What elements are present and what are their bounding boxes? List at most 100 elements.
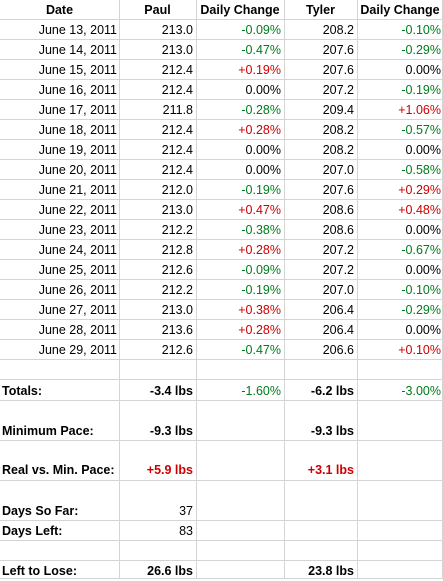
- real-vs-min-pace-label[interactable]: Real vs. Min. Pace:: [2, 463, 115, 477]
- days-so-far-value[interactable]: 37: [179, 504, 193, 518]
- tyler-change-cell[interactable]: 0.00%: [405, 63, 441, 77]
- paul-change-cell[interactable]: +0.19%: [238, 63, 281, 77]
- paul-weight-cell[interactable]: 212.2: [161, 283, 193, 297]
- paul-weight-cell[interactable]: 213.0: [161, 43, 193, 57]
- tyler-weight-cell[interactable]: 207.2: [322, 243, 354, 257]
- tyler-change-cell[interactable]: 0.00%: [405, 223, 441, 237]
- date-cell[interactable]: June 17, 2011: [38, 103, 117, 117]
- date-cell[interactable]: June 23, 2011: [38, 223, 117, 237]
- paul-weight-cell[interactable]: 213.0: [161, 303, 193, 317]
- paul-weight-cell[interactable]: 213.0: [161, 23, 193, 37]
- real-vs-min-pace-paul[interactable]: +5.9 lbs: [146, 463, 193, 477]
- date-cell[interactable]: June 25, 2011: [38, 263, 117, 277]
- minimum-pace-tyler[interactable]: -9.3 lbs: [310, 424, 354, 438]
- date-cell[interactable]: June 14, 2011: [38, 43, 117, 57]
- date-cell[interactable]: June 24, 2011: [38, 243, 117, 257]
- tyler-weight-cell[interactable]: 208.6: [322, 203, 354, 217]
- header-paul[interactable]: Paul: [144, 3, 171, 17]
- tyler-weight-cell[interactable]: 206.6: [322, 343, 354, 357]
- tyler-change-cell[interactable]: +1.06%: [398, 103, 441, 117]
- tyler-change-cell[interactable]: -0.29%: [401, 303, 441, 317]
- tyler-weight-cell[interactable]: 207.2: [322, 83, 354, 97]
- date-cell[interactable]: June 19, 2011: [38, 143, 117, 157]
- date-cell[interactable]: June 20, 2011: [38, 163, 117, 177]
- left-to-lose-paul[interactable]: 26.6 lbs: [147, 564, 193, 578]
- tyler-weight-cell[interactable]: 208.2: [322, 23, 354, 37]
- paul-weight-cell[interactable]: 212.4: [161, 163, 193, 177]
- days-so-far-label[interactable]: Days So Far:: [2, 504, 79, 518]
- tyler-weight-cell[interactable]: 208.2: [322, 123, 354, 137]
- tyler-change-cell[interactable]: -0.19%: [401, 83, 441, 97]
- header-tyler-daily-change[interactable]: Daily Change: [360, 3, 440, 17]
- left-to-lose-tyler[interactable]: 23.8 lbs: [308, 564, 354, 578]
- tyler-change-cell[interactable]: 0.00%: [405, 323, 441, 337]
- tyler-weight-cell[interactable]: 207.6: [322, 63, 354, 77]
- paul-change-cell[interactable]: +0.47%: [238, 203, 281, 217]
- paul-weight-cell[interactable]: 212.6: [161, 263, 193, 277]
- tyler-weight-cell[interactable]: 206.4: [322, 303, 354, 317]
- tyler-weight-cell[interactable]: 207.0: [322, 283, 354, 297]
- paul-weight-cell[interactable]: 212.0: [161, 183, 193, 197]
- days-left-label[interactable]: Days Left:: [2, 524, 63, 538]
- paul-change-cell[interactable]: 0.00%: [245, 83, 281, 97]
- paul-weight-cell[interactable]: 212.2: [161, 223, 193, 237]
- header-date[interactable]: Date: [45, 3, 74, 17]
- paul-change-cell[interactable]: +0.28%: [238, 123, 281, 137]
- totals-paul[interactable]: -3.4 lbs: [149, 384, 193, 398]
- tyler-change-cell[interactable]: 0.00%: [405, 143, 441, 157]
- minimum-pace-label[interactable]: Minimum Pace:: [2, 424, 94, 438]
- tyler-change-cell[interactable]: -0.57%: [401, 123, 441, 137]
- paul-weight-cell[interactable]: 212.4: [161, 123, 193, 137]
- real-vs-min-pace-tyler[interactable]: +3.1 lbs: [307, 463, 354, 477]
- paul-weight-cell[interactable]: 212.4: [161, 63, 193, 77]
- paul-weight-cell[interactable]: 211.8: [162, 103, 193, 117]
- date-cell[interactable]: June 13, 2011: [38, 23, 117, 37]
- date-cell[interactable]: June 22, 2011: [38, 203, 117, 217]
- tyler-change-cell[interactable]: -0.67%: [401, 243, 441, 257]
- paul-change-cell[interactable]: 0.00%: [245, 143, 281, 157]
- tyler-weight-cell[interactable]: 206.4: [322, 323, 354, 337]
- tyler-weight-cell[interactable]: 208.6: [322, 223, 354, 237]
- tyler-change-cell[interactable]: +0.10%: [398, 343, 441, 357]
- paul-change-cell[interactable]: +0.28%: [238, 323, 281, 337]
- tyler-weight-cell[interactable]: 207.6: [322, 43, 354, 57]
- paul-change-cell[interactable]: -0.47%: [241, 43, 281, 57]
- tyler-change-cell[interactable]: +0.48%: [398, 203, 441, 217]
- tyler-change-cell[interactable]: +0.29%: [398, 183, 441, 197]
- paul-change-cell[interactable]: -0.38%: [241, 223, 281, 237]
- tyler-change-cell[interactable]: -0.10%: [401, 23, 441, 37]
- tyler-change-cell[interactable]: -0.10%: [401, 283, 441, 297]
- paul-change-cell[interactable]: -0.19%: [241, 283, 281, 297]
- totals-paul-change[interactable]: -1.60%: [241, 384, 281, 398]
- paul-change-cell[interactable]: 0.00%: [245, 163, 281, 177]
- tyler-weight-cell[interactable]: 209.4: [322, 103, 354, 117]
- date-cell[interactable]: June 29, 2011: [38, 343, 117, 357]
- minimum-pace-paul[interactable]: -9.3 lbs: [149, 424, 193, 438]
- date-cell[interactable]: June 27, 2011: [38, 303, 117, 317]
- date-cell[interactable]: June 15, 2011: [38, 63, 117, 77]
- tyler-weight-cell[interactable]: 207.6: [322, 183, 354, 197]
- paul-change-cell[interactable]: -0.19%: [241, 183, 281, 197]
- paul-change-cell[interactable]: +0.38%: [238, 303, 281, 317]
- date-cell[interactable]: June 26, 2011: [38, 283, 117, 297]
- paul-change-cell[interactable]: -0.09%: [241, 23, 281, 37]
- tyler-change-cell[interactable]: -0.29%: [401, 43, 441, 57]
- tyler-weight-cell[interactable]: 208.2: [322, 143, 354, 157]
- date-cell[interactable]: June 18, 2011: [38, 123, 117, 137]
- paul-change-cell[interactable]: -0.09%: [241, 263, 281, 277]
- tyler-weight-cell[interactable]: 207.0: [322, 163, 354, 177]
- header-paul-daily-change[interactable]: Daily Change: [200, 3, 280, 17]
- header-tyler[interactable]: Tyler: [306, 3, 335, 17]
- paul-weight-cell[interactable]: 212.8: [161, 243, 193, 257]
- paul-weight-cell[interactable]: 212.4: [161, 143, 193, 157]
- paul-change-cell[interactable]: -0.28%: [241, 103, 281, 117]
- paul-weight-cell[interactable]: 213.6: [161, 323, 193, 337]
- totals-label[interactable]: Totals:: [2, 384, 43, 398]
- date-cell[interactable]: June 16, 2011: [38, 83, 117, 97]
- paul-change-cell[interactable]: +0.28%: [238, 243, 281, 257]
- date-cell[interactable]: June 28, 2011: [38, 323, 117, 337]
- left-to-lose-label[interactable]: Left to Lose:: [2, 564, 77, 578]
- paul-weight-cell[interactable]: 212.4: [161, 83, 193, 97]
- paul-weight-cell[interactable]: 212.6: [161, 343, 193, 357]
- tyler-change-cell[interactable]: 0.00%: [405, 263, 441, 277]
